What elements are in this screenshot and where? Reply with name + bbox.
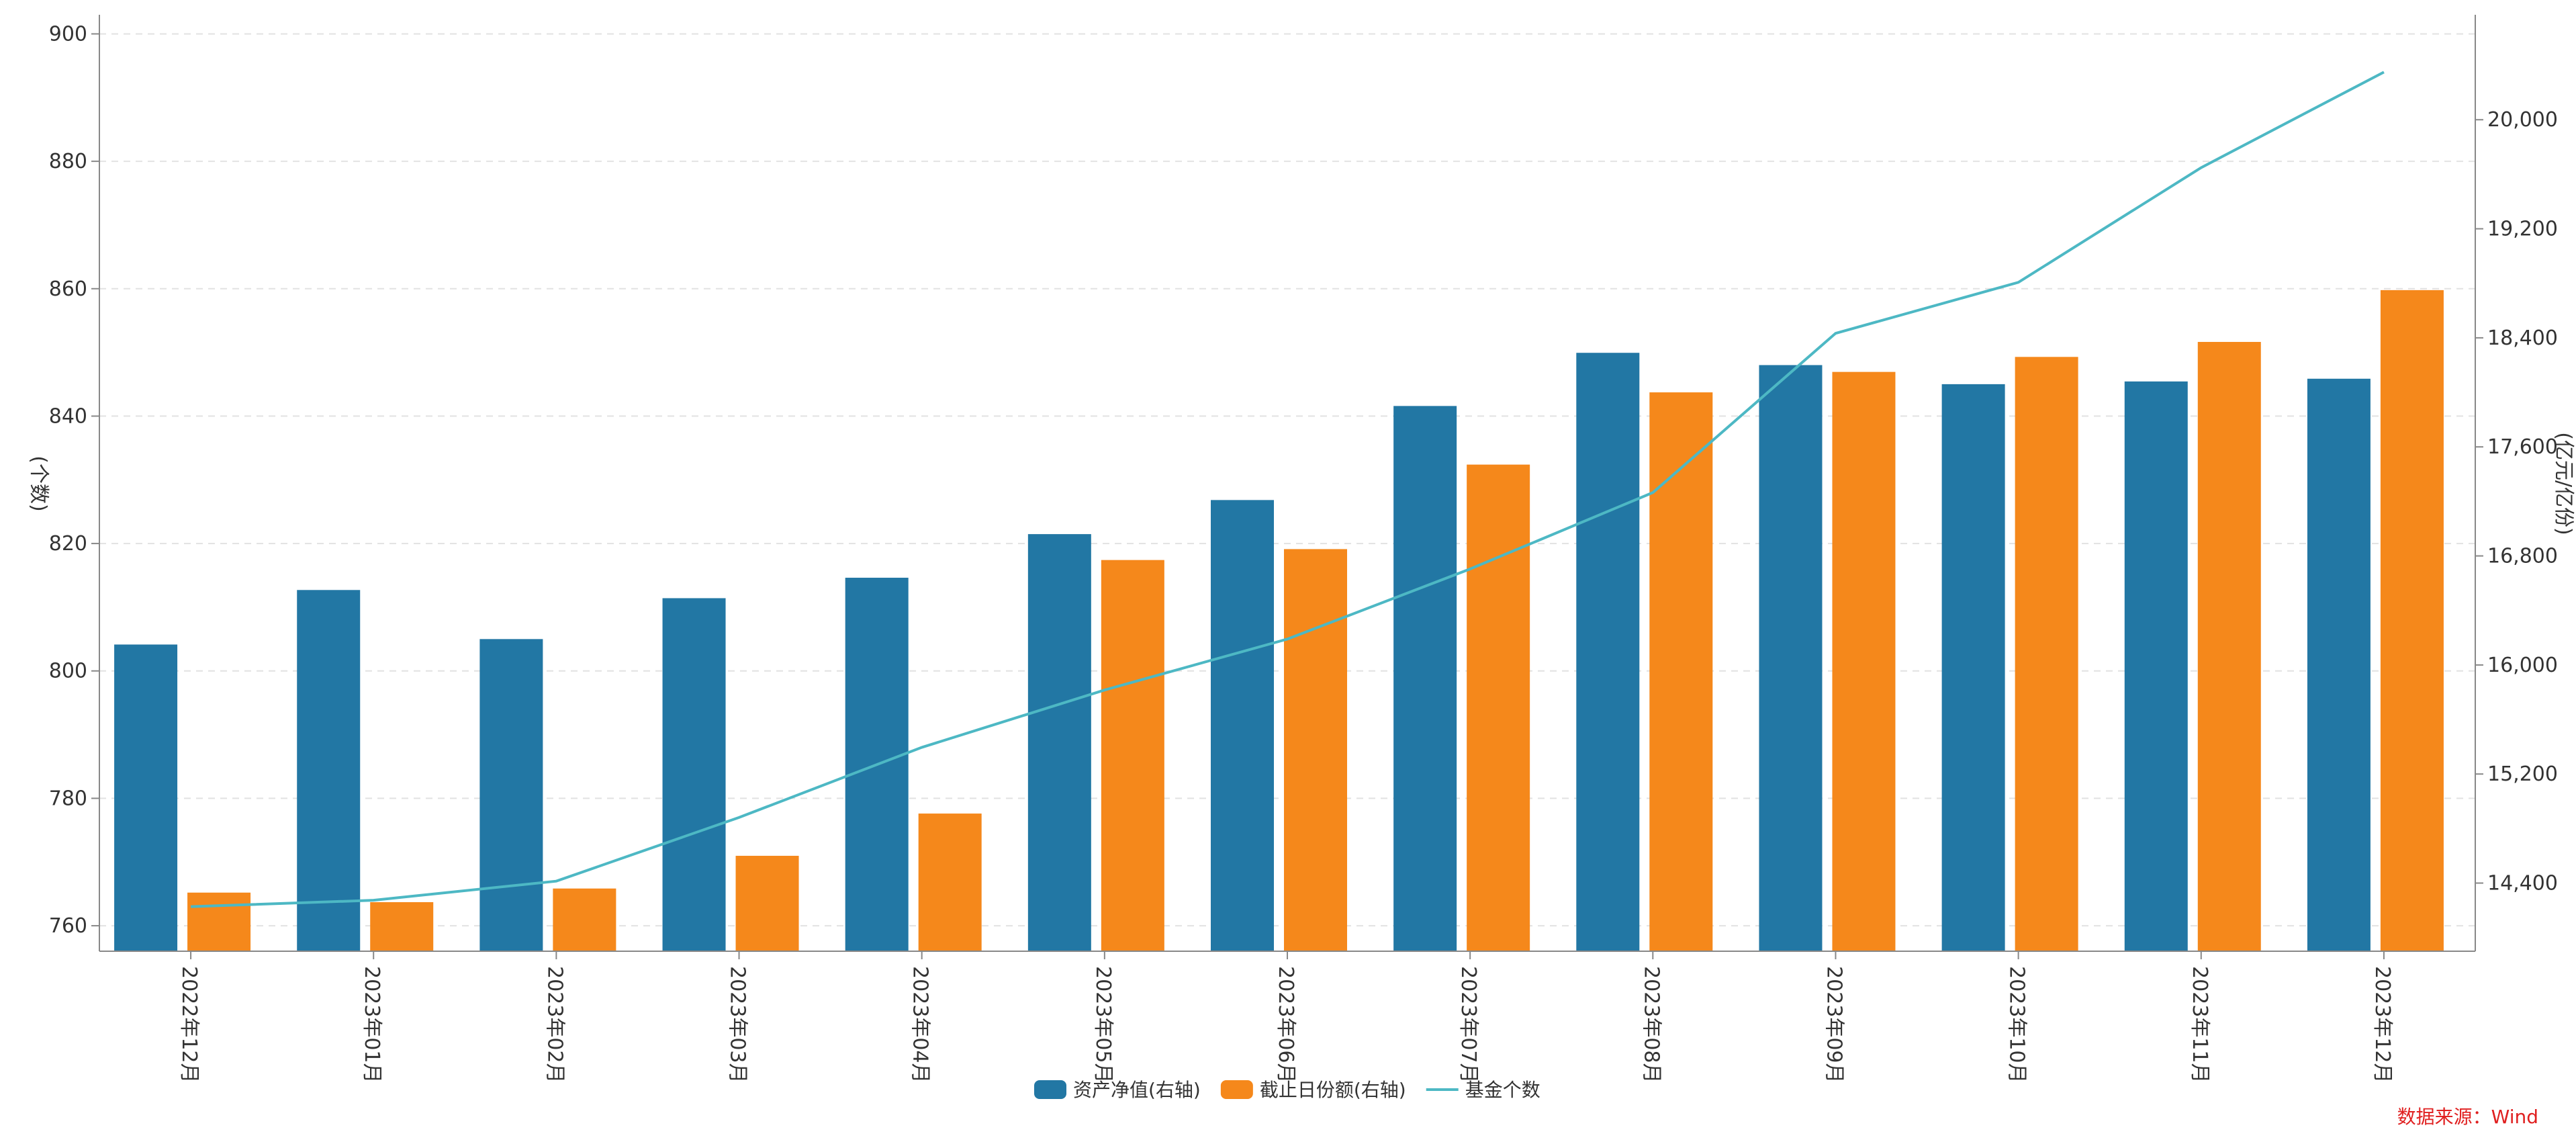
bar-net-asset-value [1393, 406, 1457, 951]
right-y-tick-label: 19,200 [2487, 218, 2558, 241]
bar-net-asset-value [1027, 534, 1091, 951]
bar-shares-outstanding [187, 892, 251, 951]
right-y-tick-label: 20,000 [2487, 108, 2558, 132]
x-tick-label: 2023年10月 [2005, 966, 2029, 1084]
left-y-tick-labels: 760 780 800 820 840 860 880 900 [49, 22, 87, 938]
x-tick-label: 2022年12月 [177, 966, 201, 1084]
x-tick-label: 2023年11月 [2188, 966, 2211, 1084]
bar-shares-outstanding [1832, 371, 1896, 951]
bar-shares-outstanding [1649, 392, 1713, 951]
bar-net-asset-value [297, 590, 361, 951]
legend: 资产净值(右轴) 截止日份额(右轴) 基金个数 [1034, 1079, 1540, 1101]
right-y-tick-label: 16,000 [2487, 654, 2558, 677]
x-tick-label: 2023年09月 [1822, 966, 1845, 1084]
line-series-group [190, 71, 2385, 908]
bar-shares-outstanding [2197, 341, 2261, 951]
right-y-tick-label: 18,400 [2487, 326, 2558, 350]
bar-net-asset-value [1941, 384, 2005, 951]
bar-shares-outstanding [918, 814, 982, 951]
left-y-tick-label: 800 [49, 660, 87, 683]
left-y-tick-label: 820 [49, 532, 87, 556]
source-note: 数据来源：Wind [2397, 1106, 2538, 1128]
bar-net-asset-value [114, 644, 178, 951]
x-tick-label: 2023年03月 [726, 966, 749, 1084]
left-y-tick-label: 860 [49, 277, 87, 301]
bar-net-asset-value [1211, 500, 1274, 951]
x-tick-label: 2023年06月 [1274, 966, 1297, 1084]
left-axis-title: (个数) [27, 455, 50, 511]
legend-label: 截止日份额(右轴) [1260, 1079, 1406, 1101]
x-tick-label: 2023年12月 [2371, 966, 2394, 1084]
right-y-tick-label: 15,200 [2487, 762, 2558, 786]
right-y-tick-label: 14,400 [2487, 872, 2558, 895]
legend-label: 基金个数 [1465, 1079, 1540, 1101]
bar-shares-outstanding [1467, 464, 1530, 951]
bar-shares-outstanding [735, 855, 799, 951]
bar-shares-outstanding [1101, 560, 1164, 951]
x-tick-label: 2023年04月 [909, 966, 932, 1084]
bar-net-asset-value [2124, 381, 2188, 951]
bar-shares-outstanding [1284, 549, 1347, 951]
left-y-tick-label: 840 [49, 404, 87, 428]
right-axis-title: (亿元/亿份) [2552, 432, 2575, 535]
legend-label: 资产净值(右轴) [1073, 1079, 1201, 1101]
bar-net-asset-value [1576, 353, 1640, 951]
right-y-tick-label: 17,600 [2487, 435, 2558, 459]
left-y-tick-label: 780 [49, 787, 87, 810]
legend-swatch [1034, 1080, 1066, 1099]
right-y-tick-labels: 14,400 15,200 16,000 16,800 17,600 18,400 19,2… [2487, 108, 2558, 895]
bar-shares-outstanding [2380, 290, 2444, 952]
bar-net-asset-value [2307, 378, 2371, 951]
left-y-tick-label: 900 [49, 22, 87, 46]
x-tick-label: 2023年02月 [543, 966, 566, 1084]
bar-net-asset-value [479, 639, 543, 951]
bar-net-asset-value [1759, 365, 1823, 951]
axes-group [91, 15, 2483, 959]
left-y-tick-label: 760 [49, 914, 87, 938]
x-tick-label: 2023年07月 [1457, 966, 1480, 1084]
x-tick-label: 2023年08月 [1639, 966, 1663, 1084]
x-tick-label: 2023年01月 [360, 966, 383, 1084]
bar-shares-outstanding [553, 888, 616, 951]
x-tick-label: 2023年05月 [1091, 966, 1115, 1084]
bar-series-group [114, 290, 2444, 952]
bar-shares-outstanding [2015, 357, 2078, 951]
left-y-tick-label: 880 [49, 150, 87, 173]
bar-net-asset-value [662, 598, 726, 951]
right-y-tick-label: 16,800 [2487, 545, 2558, 568]
legend-swatch [1220, 1080, 1253, 1099]
bar-shares-outstanding [370, 902, 434, 951]
x-tick-labels: 2022年12月 2023年01月 2023年02月 2023年03月 2023年04月… [177, 966, 2394, 1084]
